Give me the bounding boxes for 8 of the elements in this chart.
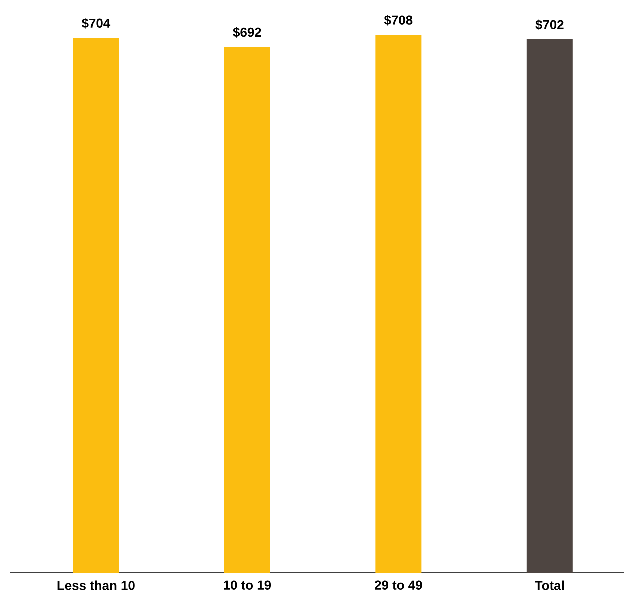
x-tick-label: Total (535, 580, 564, 590)
x-tick-label: Less than 10 (58, 580, 135, 590)
data-label: $704 (82, 18, 111, 29)
data-label: $692 (233, 27, 262, 38)
data-label: $708 (384, 15, 413, 26)
x-tick-label: 10 to 19 (224, 580, 272, 590)
x-tick-label: 29 to 49 (375, 580, 422, 590)
data-label: $702 (536, 20, 564, 30)
